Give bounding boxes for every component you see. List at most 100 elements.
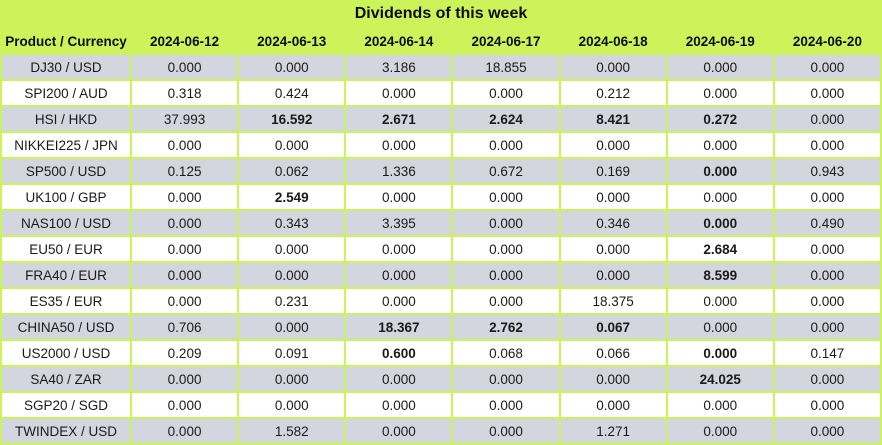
dividend-cell: 0.212: [558, 79, 668, 107]
table-row: US2000 / USD 0.209 0.091 0.600 0.068 0.066 0.0…: [0, 339, 882, 367]
dividend-cell: 1.582: [237, 417, 347, 445]
table-row: HSI / HKD 37.993 16.592 2.671 2.624 8.421 0.27…: [0, 105, 882, 133]
dividend-cell: 0.125: [129, 157, 240, 185]
dividend-cell: 0.000: [558, 235, 668, 263]
dividend-cell: 0.000: [129, 391, 240, 419]
dividend-cell: 0.000: [237, 261, 347, 289]
dividend-cell: 0.000: [665, 417, 775, 445]
dividend-cell: 0.000: [344, 79, 454, 107]
dividend-cell: 0.000: [665, 391, 775, 419]
date-column-header: 2024-06-12: [129, 27, 240, 55]
dividend-cell: 0.000: [558, 365, 668, 393]
date-column-header: 2024-06-17: [451, 27, 561, 55]
dividend-cell: 0.000: [344, 261, 454, 289]
dividend-cell: 24.025: [665, 365, 775, 393]
product-label: UK100 / GBP: [0, 183, 132, 211]
dividend-cell: 1.271: [558, 417, 668, 445]
product-label: SGP20 / SGD: [0, 391, 132, 419]
dividend-cell: 2.684: [665, 235, 775, 263]
dividend-cell: 0.000: [665, 157, 775, 185]
dividend-cell: 0.000: [558, 391, 668, 419]
product-label: US2000 / USD: [0, 339, 132, 367]
dividend-cell: 0.000: [772, 391, 882, 419]
dividend-cell: 0.706: [129, 313, 240, 341]
dividend-cell: 0.000: [558, 53, 668, 81]
dividend-cell: 2.624: [451, 105, 561, 133]
table-row: SGP20 / SGD 0.000 0.000 0.000 0.000 0.000 0.00…: [0, 391, 882, 419]
date-column-header: 2024-06-20: [772, 27, 882, 55]
dividend-cell: 0.000: [451, 365, 561, 393]
table-row: FRA40 / EUR 0.000 0.000 0.000 0.000 0.000 8.59…: [0, 261, 882, 289]
dividend-cell: 0.000: [558, 183, 668, 211]
dividend-cell: 0.000: [772, 287, 882, 315]
dividend-cell: 0.000: [451, 209, 561, 237]
dividend-cell: 0.000: [451, 183, 561, 211]
dividend-cell: 0.000: [344, 287, 454, 315]
dividend-cell: 0.000: [129, 235, 240, 263]
dividend-cell: 0.000: [129, 209, 240, 237]
dividend-cell: 0.000: [451, 417, 561, 445]
dividend-cell: 0.346: [558, 209, 668, 237]
dividend-cell: 0.147: [772, 339, 882, 367]
dividend-cell: 3.395: [344, 209, 454, 237]
dividend-cell: 0.000: [451, 391, 561, 419]
date-column-header: 2024-06-14: [344, 27, 454, 55]
dividend-cell: 0.000: [665, 209, 775, 237]
table-row: SP500 / USD 0.125 0.062 1.336 0.672 0.169 0.00…: [0, 157, 882, 185]
product-label: SP500 / USD: [0, 157, 132, 185]
dividend-cell: 0.000: [237, 391, 347, 419]
dividend-cell: 0.490: [772, 209, 882, 237]
dividend-cell: 0.424: [237, 79, 347, 107]
dividends-table: Product / Currency 2024-06-12 2024-06-13 20…: [0, 27, 882, 445]
product-label: DJ30 / USD: [0, 53, 132, 81]
dividend-cell: 0.000: [665, 53, 775, 81]
product-column-header: Product / Currency: [0, 27, 132, 55]
dividend-cell: 0.000: [237, 131, 347, 159]
product-label: ES35 / EUR: [0, 287, 132, 315]
dividend-cell: 0.318: [129, 79, 240, 107]
product-label: NAS100 / USD: [0, 209, 132, 237]
dividend-cell: 1.336: [344, 157, 454, 185]
table-row: EU50 / EUR 0.000 0.000 0.000 0.000 0.000 2.684…: [0, 235, 882, 263]
dividend-cell: 0.066: [558, 339, 668, 367]
dividend-cell: 2.549: [237, 183, 347, 211]
product-label: EU50 / EUR: [0, 235, 132, 263]
dividend-cell: 0.000: [772, 417, 882, 445]
dividend-cell: 0.231: [237, 287, 347, 315]
dividend-cell: 0.000: [344, 417, 454, 445]
page-title: Dividends of this week: [354, 4, 528, 22]
dividend-cell: 0.000: [665, 313, 775, 341]
dividend-cell: 0.000: [772, 105, 882, 133]
table-row: CHINA50 / USD 0.706 0.000 18.367 2.762 0.067 0…: [0, 313, 882, 341]
product-label: SA40 / ZAR: [0, 365, 132, 393]
dividend-cell: 0.000: [129, 365, 240, 393]
dividend-cell: 0.000: [129, 53, 240, 81]
dividend-cell: 2.762: [451, 313, 561, 341]
dividend-cell: 0.000: [129, 131, 240, 159]
date-column-header: 2024-06-18: [558, 27, 668, 55]
table-row: SPI200 / AUD 0.318 0.424 0.000 0.000 0.212 0.0…: [0, 79, 882, 107]
dividend-cell: 18.855: [451, 53, 561, 81]
dividend-cell: 0.943: [772, 157, 882, 185]
dividend-cell: 0.600: [344, 339, 454, 367]
dividend-cell: 0.000: [772, 235, 882, 263]
date-column-header: 2024-06-19: [665, 27, 775, 55]
dividend-cell: 0.000: [344, 183, 454, 211]
date-column-header: 2024-06-13: [237, 27, 347, 55]
dividend-cell: 0.000: [558, 131, 668, 159]
dividend-cell: 0.000: [558, 261, 668, 289]
dividend-cell: 0.000: [451, 287, 561, 315]
dividend-cell: 0.000: [129, 287, 240, 315]
table-row: NIKKEI225 / JPN 0.000 0.000 0.000 0.000 0.000…: [0, 131, 882, 159]
dividend-cell: 0.000: [665, 287, 775, 315]
dividend-cell: 0.343: [237, 209, 347, 237]
product-label: TWINDEX / USD: [0, 417, 132, 445]
dividend-cell: 0.000: [344, 365, 454, 393]
table-row: DJ30 / USD 0.000 0.000 3.186 18.855 0.000 0.00…: [0, 53, 882, 81]
product-label: FRA40 / EUR: [0, 261, 132, 289]
dividend-cell: 0.000: [665, 79, 775, 107]
dividend-cell: 0.000: [665, 183, 775, 211]
dividend-cell: 16.592: [237, 105, 347, 133]
dividend-cell: 37.993: [129, 105, 240, 133]
product-label: HSI / HKD: [0, 105, 132, 133]
